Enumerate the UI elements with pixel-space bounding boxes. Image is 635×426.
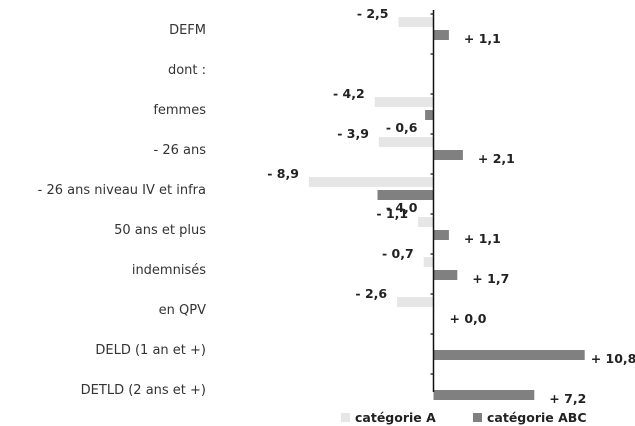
value-label-categorie-abc: + 1,1 [464, 231, 501, 246]
value-label-categorie-abc: + 2,1 [478, 151, 515, 166]
bar-categorie-a [398, 17, 434, 27]
value-label-categorie-abc: - 0,6 [386, 120, 418, 135]
bar-categorie-a [418, 217, 434, 227]
value-label-categorie-a: - 0,7 [382, 246, 414, 261]
category-label: - 26 ans niveau IV et infra [38, 183, 206, 198]
category-label: - 26 ans [154, 143, 207, 158]
value-label-categorie-a: - 4,2 [333, 86, 365, 101]
legend-categorie-abc-label: catégorie ABC [487, 410, 587, 425]
bar-categorie-abc [433, 270, 458, 280]
legend-categorie-a-label: catégorie A [355, 410, 436, 425]
bar-categorie-a [378, 137, 434, 147]
category-label: DETLD (2 ans et +) [81, 383, 206, 398]
value-label-categorie-a: - 2,5 [357, 6, 389, 21]
bar-categorie-abc [433, 150, 463, 160]
bar-categorie-abc [433, 350, 585, 360]
value-label-categorie-abc: + 7,2 [549, 391, 586, 406]
legend-categorie-a-swatch [341, 413, 350, 422]
category-label: DEFM [169, 23, 206, 38]
legend: catégorie A catégorie ABC [341, 410, 587, 425]
bar-categorie-a [423, 257, 434, 267]
value-labels: - 2,5 - 4,2 - 3,9 - 8,9 - 1,1 - 0,7 - 2,6 + 1,1… [267, 6, 635, 406]
value-label-categorie-abc: + 1,1 [464, 31, 501, 46]
bar-categorie-abc [433, 390, 535, 400]
bar-categorie-a [374, 97, 434, 107]
bar-categorie-a [397, 297, 434, 307]
value-label-categorie-a: - 2,6 [355, 286, 387, 301]
category-label: 50 ans et plus [114, 223, 206, 238]
bars [308, 17, 585, 400]
bar-categorie-abc [377, 190, 434, 200]
bar-categorie-abc [433, 230, 449, 240]
bar-categorie-abc [425, 110, 434, 120]
value-label-categorie-abc: + 10,8 [591, 351, 635, 366]
category-label: en QPV [159, 303, 206, 318]
category-label: dont : [168, 63, 206, 78]
value-label-categorie-a: - 3,9 [337, 126, 369, 141]
value-label-categorie-abc: + 0,0 [450, 311, 487, 326]
value-label-categorie-a: - 8,9 [267, 166, 299, 181]
category-label: femmes [153, 103, 206, 118]
category-labels: DEFM dont : femmes - 26 ans - 26 ans niveau … [38, 23, 207, 398]
bar-categorie-a [308, 177, 434, 187]
zero-axis [430, 10, 435, 392]
bar-categorie-abc [433, 30, 449, 40]
value-label-categorie-abc: - 4,0 [386, 200, 418, 215]
value-label-categorie-a: - 1,1 [376, 206, 408, 221]
category-label: DELD (1 an et +) [95, 343, 206, 358]
category-label: indemnisés [132, 263, 206, 278]
legend-categorie-abc-swatch [473, 413, 482, 422]
value-label-categorie-abc: + 1,7 [472, 271, 509, 286]
